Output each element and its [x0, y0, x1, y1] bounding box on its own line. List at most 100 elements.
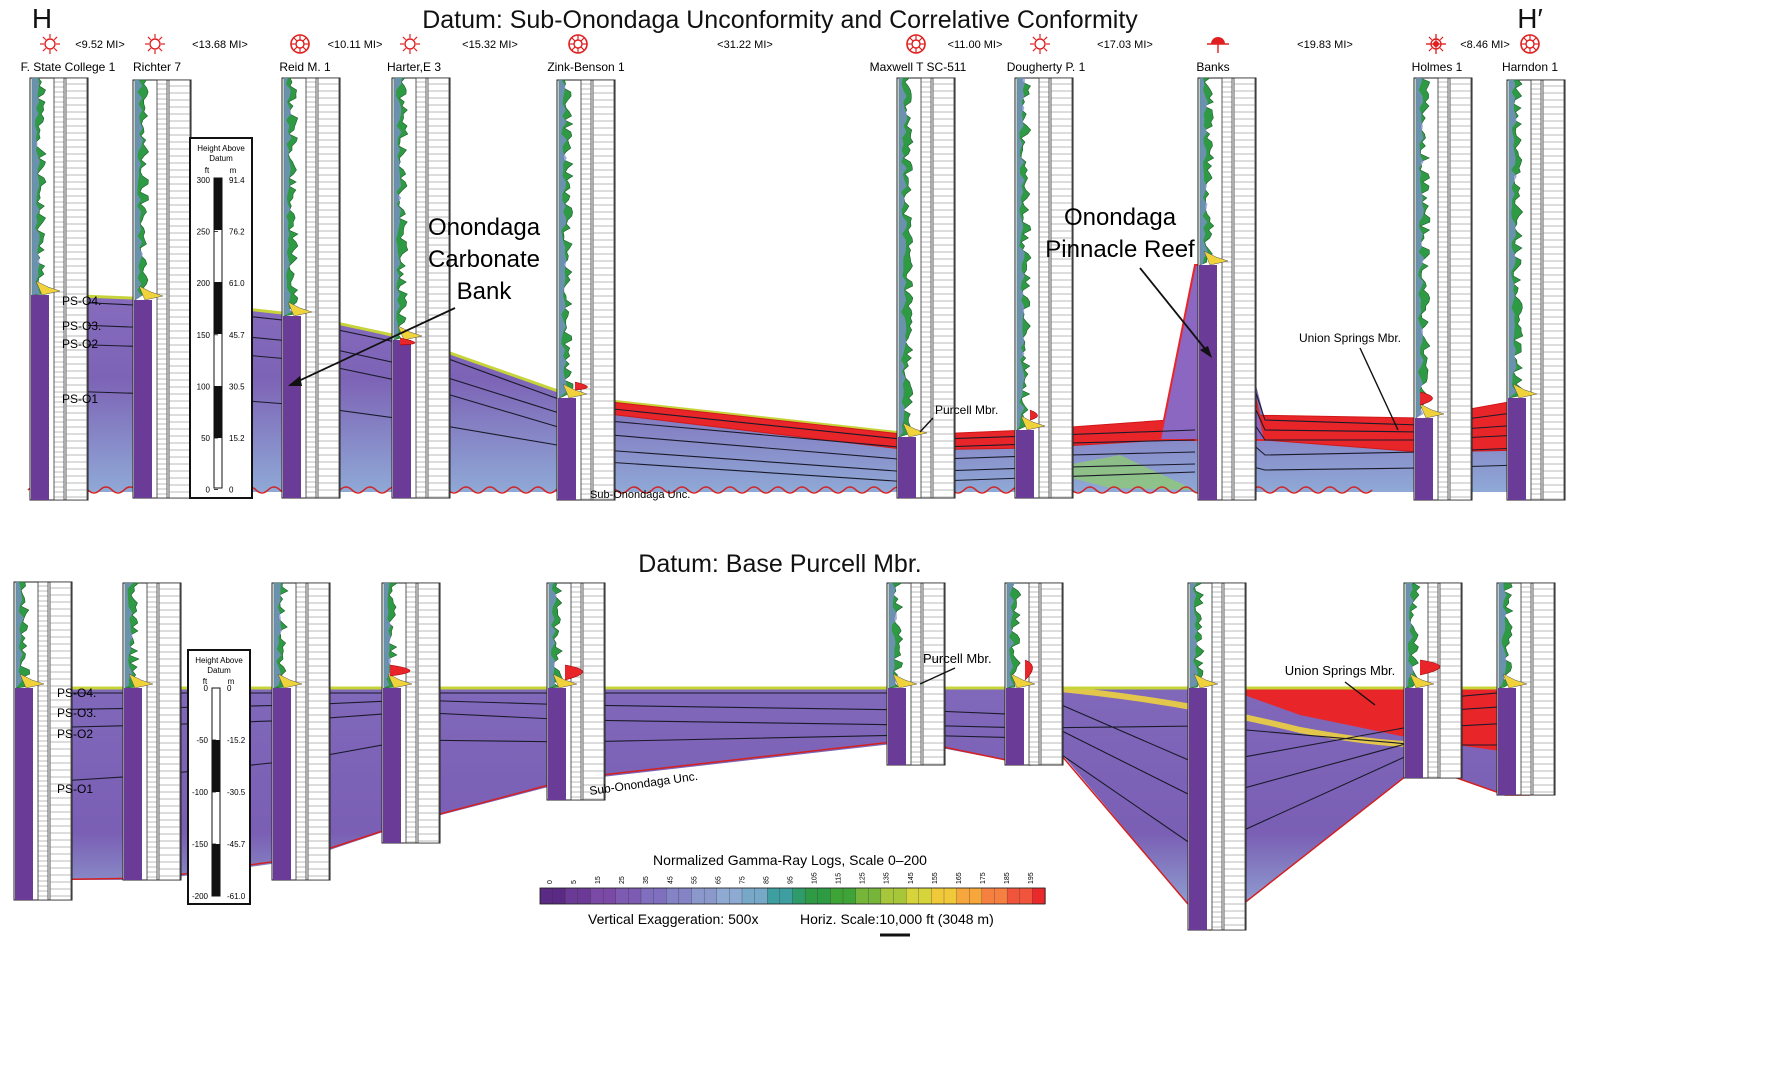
top-green-lens	[1040, 455, 1195, 490]
distance-label: <11.00 MI>	[948, 39, 1003, 51]
well-status-symbols	[40, 34, 1540, 54]
top-depth-ticks-3	[416, 81, 426, 498]
bottom-depth-ticks-2	[296, 586, 306, 878]
horizontal-scale: Horiz. Scale:10,000 ft (3048 m)	[800, 911, 994, 927]
top-res-track-8	[1450, 83, 1471, 498]
bottom-well-8	[1403, 582, 1463, 779]
well-name: Harter,E 3	[387, 60, 441, 74]
surface-bottom-o3: PS-O3.	[57, 706, 96, 720]
colorbar-tick-label: 125	[860, 872, 867, 884]
gas-well-icon	[1030, 34, 1050, 54]
reef-label-2: Pinnacle Reef	[1045, 236, 1195, 263]
bottom-well-0	[13, 581, 73, 901]
scale-m-tick: -45.7	[227, 840, 246, 849]
gas-well-icon	[400, 34, 420, 54]
well-name-labels: F. State College 1 Richter 7 Reid M. 1 Hart…	[21, 60, 1559, 74]
top-title: Datum: Sub-Onondaga Unconformity and Cor…	[422, 6, 1138, 34]
scale-bottom-title-1: Height Above	[195, 656, 243, 665]
top-res-track-4	[593, 85, 614, 500]
scale-m-tick: 15.2	[229, 434, 245, 443]
colorbar-tick-label: 65	[715, 876, 722, 884]
colorbar-tick-label: 25	[619, 876, 626, 884]
top-res-track-7	[1234, 83, 1255, 498]
scale-m-tick: 0	[229, 486, 234, 495]
surface-top-o1: PS-O1	[62, 392, 98, 406]
distance-label: <31.22 MI>	[717, 39, 773, 51]
colorbar-tick-label: 0	[547, 880, 554, 884]
colorbar-cell	[842, 887, 857, 905]
colorbar-cell	[716, 887, 731, 905]
scale-m-tick: 76.2	[229, 228, 245, 237]
scale-ft-tick: 0	[206, 486, 211, 495]
colorbar-tick-label: 185	[1004, 872, 1011, 884]
colorbar-cell	[893, 887, 907, 905]
bank-arrow-head	[288, 376, 302, 386]
well-name: Richter 7	[133, 60, 181, 74]
top-section	[27, 264, 1531, 494]
scale-ft-tick: 50	[201, 434, 210, 443]
colorbar-cell	[666, 887, 680, 905]
scale-m-tick: 30.5	[229, 382, 245, 391]
scale-ft-tick: -150	[192, 840, 209, 849]
bottom-depth-ticks-7	[1212, 586, 1222, 928]
distance-label: <10.11 MI>	[328, 39, 383, 51]
bottom-res-track-6	[1041, 588, 1062, 765]
purcell-label-top: Purcell Mbr.	[935, 403, 998, 417]
top-shale-spike-0	[399, 337, 416, 346]
scale-ft-tick: 250	[197, 228, 211, 237]
vertical-exaggeration: Vertical Exaggeration: 500x	[588, 911, 758, 927]
distance-labels: <9.52 MI> <13.68 MI> <10.11 MI> <15.32 MI> <…	[75, 39, 1510, 51]
scale-top-ticks: 300 91.4 250 76.2 200 61.0 150 45.7 100 30.5 50 15.…	[197, 176, 245, 495]
colorbar-tick-label: 155	[932, 872, 939, 884]
bottom-res-track-9	[1533, 588, 1554, 793]
colorbar-cell	[779, 887, 794, 905]
scale-ft-tick: 200	[197, 279, 211, 288]
distance-label: <15.32 MI>	[462, 39, 518, 51]
colorbar-cell	[678, 887, 693, 905]
bottom-depth-ticks-0	[38, 585, 48, 897]
bottom-well-logs	[13, 581, 1556, 931]
top-well-7	[1197, 77, 1257, 501]
surface-bottom-o2: PS-O2	[57, 727, 93, 741]
distance-label: <17.03 MI>	[1097, 39, 1153, 51]
scale-m-tick: -30.5	[227, 788, 246, 797]
scale-ft-tick: -100	[192, 788, 209, 797]
colorbar-cell	[691, 887, 705, 905]
colorbar-tick-label: 95	[788, 876, 795, 884]
top-well-9	[1506, 79, 1566, 501]
scale-m-tick: 0	[227, 684, 232, 693]
scale-bottom-ft: ft	[203, 677, 208, 686]
colorbar-cell	[905, 887, 920, 905]
top-res-track-1	[169, 85, 190, 493]
scale-ft-tick: 300	[197, 176, 211, 185]
distance-label: <13.68 MI>	[192, 39, 248, 51]
colorbar-tick-label: 45	[667, 876, 674, 884]
top-well-3	[391, 77, 451, 499]
scale-bottom-m: m	[228, 677, 235, 686]
bottom-res-track-7	[1224, 588, 1245, 926]
top-depth-ticks-0	[54, 81, 64, 498]
colorbar-tick-label: 55	[691, 876, 698, 884]
colorbar-ticks: 0 5 15 25 35 45 55 65 75 85 95 105 115 125 135 145 155 16…	[547, 872, 1035, 884]
top-annotations: Onondaga Carbonate Bank Onondaga Pinnacl…	[62, 204, 1401, 501]
scale-top-title-1: Height Above	[197, 144, 245, 153]
gas-well-icon	[145, 34, 165, 54]
colorbar-cell	[602, 887, 617, 905]
bottom-res-track-8	[1440, 588, 1461, 772]
top-well-logs	[29, 77, 1566, 501]
end-label-left: H	[32, 3, 52, 34]
bottom-well-5	[886, 582, 946, 766]
well-name: Dougherty P. 1	[1007, 60, 1086, 74]
bottom-shale-spike-2	[1024, 659, 1033, 681]
bottom-yellow-edge	[1049, 685, 1421, 748]
bank-label-3: Bank	[457, 278, 513, 305]
colorbar-cell	[653, 887, 667, 905]
bottom-shale-spike-3	[1419, 659, 1441, 676]
oil-well-icon	[1207, 37, 1229, 53]
colorbar-cell	[855, 887, 869, 905]
bottom-res-track-1	[159, 588, 180, 877]
surface-top-o2: PS-O2	[62, 337, 98, 351]
reef-arrow-head	[1200, 346, 1212, 358]
dry-well-icon	[906, 34, 926, 54]
colorbar-cell	[994, 887, 1008, 905]
